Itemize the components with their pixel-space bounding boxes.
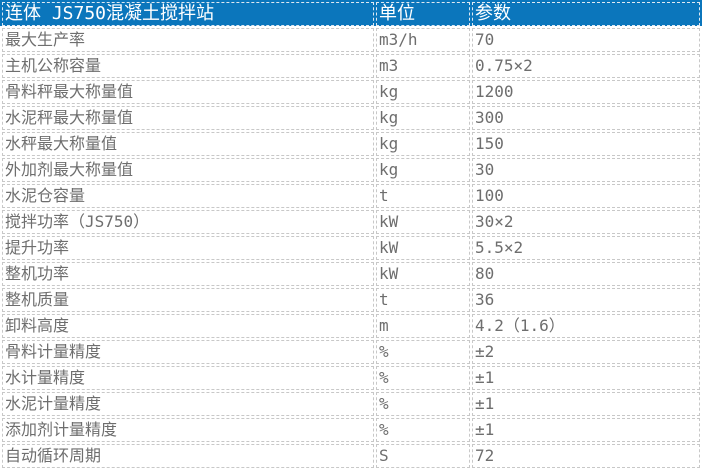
spec-name-cell: 水秤最大称量值 [2,132,374,156]
spec-value-cell: 150 [472,132,700,156]
spec-value-cell: ±2 [472,340,700,364]
spec-unit-cell: kg [376,80,470,104]
spec-unit-cell: t [376,184,470,208]
spec-value-cell: 5.5×2 [472,236,700,260]
table-row: 外加剂最大称量值 kg 30 [0,156,702,182]
table-row: 骨料计量精度 % ±2 [0,338,702,364]
table-row: 提升功率 kW 5.5×2 [0,234,702,260]
spec-unit-cell: t [376,288,470,312]
spec-unit-cell: kg [376,158,470,182]
spec-name-cell: 整机质量 [2,288,374,312]
spec-unit-cell: % [376,366,470,390]
spec-unit-cell: % [376,392,470,416]
spec-name-cell: 外加剂最大称量值 [2,158,374,182]
spec-value-cell: ±1 [472,418,700,442]
table-row: 水秤最大称量值 kg 150 [0,130,702,156]
spec-name-cell: 添加剂计量精度 [2,418,374,442]
spec-name-cell: 整机功率 [2,262,374,286]
spec-name-cell: 卸料高度 [2,314,374,338]
spec-value-cell: 300 [472,106,700,130]
spec-value-cell: 80 [472,262,700,286]
header-unit-cell: 单位 [376,2,470,26]
spec-unit-cell: % [376,340,470,364]
spec-unit-cell: m [376,314,470,338]
spec-value-cell: 30 [472,158,700,182]
spec-name-cell: 水泥秤最大称量值 [2,106,374,130]
table-row: 搅拌功率（JS750） kW 30×2 [0,208,702,234]
header-title-cell: 连体 JS750混凝土搅拌站 [2,2,374,26]
spec-unit-cell: m3 [376,54,470,78]
table-row: 最大生产率 m3/h 70 [0,26,702,52]
spec-name-cell: 骨料秤最大称量值 [2,80,374,104]
header-param-cell: 参数 [472,2,700,26]
spec-value-cell: ±1 [472,392,700,416]
table-row: 骨料秤最大称量值 kg 1200 [0,78,702,104]
spec-name-cell: 水泥计量精度 [2,392,374,416]
spec-name-cell: 骨料计量精度 [2,340,374,364]
table-row: 自动循环周期 S 72 [0,442,702,468]
spec-name-cell: 自动循环周期 [2,444,374,468]
table-row: 水泥秤最大称量值 kg 300 [0,104,702,130]
spec-value-cell: 100 [472,184,700,208]
spec-value-cell: 30×2 [472,210,700,234]
spec-name-cell: 搅拌功率（JS750） [2,210,374,234]
spec-unit-cell: m3/h [376,28,470,52]
table-row: 整机功率 kW 80 [0,260,702,286]
spec-name-cell: 水计量精度 [2,366,374,390]
spec-value-cell: ±1 [472,366,700,390]
spec-value-cell: 72 [472,444,700,468]
spec-unit-cell: kW [376,236,470,260]
table-row: 水泥计量精度 % ±1 [0,390,702,416]
spec-value-cell: 36 [472,288,700,312]
table-row: 主机公称容量 m3 0.75×2 [0,52,702,78]
spec-unit-cell: kW [376,262,470,286]
spec-name-cell: 提升功率 [2,236,374,260]
spec-value-cell: 1200 [472,80,700,104]
table-row: 水计量精度 % ±1 [0,364,702,390]
spec-unit-cell: % [376,418,470,442]
table-row: 水泥仓容量 t 100 [0,182,702,208]
spec-unit-cell: kg [376,106,470,130]
table-row: 整机质量 t 36 [0,286,702,312]
spec-unit-cell: S [376,444,470,468]
spec-value-cell: 70 [472,28,700,52]
spec-value-cell: 0.75×2 [472,54,700,78]
spec-name-cell: 最大生产率 [2,28,374,52]
spec-name-cell: 水泥仓容量 [2,184,374,208]
spec-name-cell: 主机公称容量 [2,54,374,78]
table-header-row: 连体 JS750混凝土搅拌站 单位 参数 [0,0,702,26]
spec-unit-cell: kg [376,132,470,156]
spec-value-cell: 4.2（1.6） [472,314,700,338]
table-row: 卸料高度 m 4.2（1.6） [0,312,702,338]
spec-unit-cell: kW [376,210,470,234]
table-row: 添加剂计量精度 % ±1 [0,416,702,442]
